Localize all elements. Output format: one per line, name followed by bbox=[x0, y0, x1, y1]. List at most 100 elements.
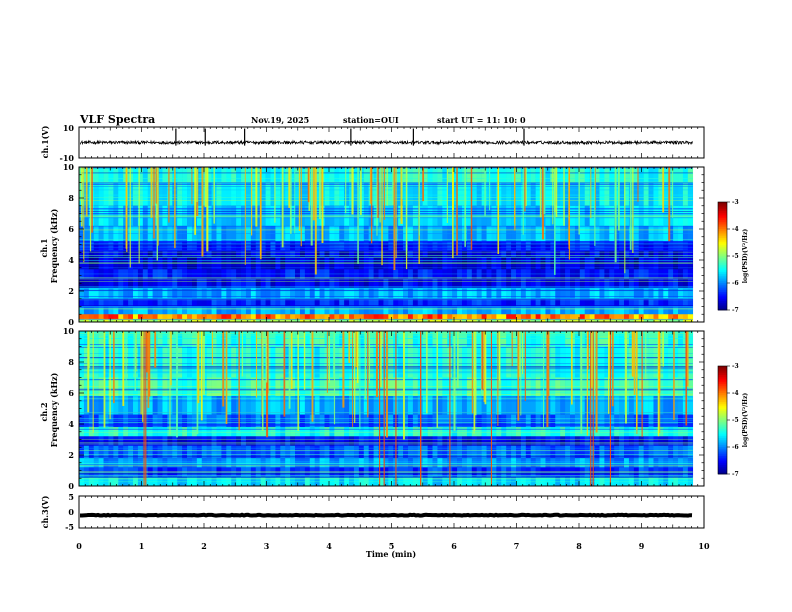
spec-cell bbox=[167, 306, 173, 316]
spec-cell bbox=[290, 182, 296, 206]
x-axis-tick-labels: 0 1 2 3 4 5 6 7 8 9 10 bbox=[76, 541, 710, 551]
spec-cell bbox=[373, 205, 379, 226]
colorbar-segment bbox=[718, 270, 727, 273]
spec-cell bbox=[412, 306, 419, 316]
spec-cell bbox=[501, 256, 507, 270]
spec-cell bbox=[624, 445, 630, 459]
spec-lowband bbox=[609, 314, 615, 319]
spec-cell bbox=[594, 205, 600, 226]
spec-cell bbox=[147, 256, 153, 270]
spec-cell bbox=[93, 250, 99, 257]
spec-cell bbox=[466, 250, 473, 257]
spec-cell bbox=[196, 256, 203, 270]
spec-cell bbox=[123, 306, 129, 316]
spec-cell bbox=[457, 346, 463, 378]
colorbar-label: log(PSD)(V²/Hz) bbox=[742, 229, 749, 284]
spec-cell bbox=[565, 298, 571, 307]
spec-lowband bbox=[295, 314, 301, 319]
spec-lowband bbox=[398, 314, 404, 319]
spec-cell bbox=[491, 445, 497, 459]
spec-cell bbox=[466, 436, 473, 446]
spec-cell bbox=[624, 436, 630, 446]
spec-cell bbox=[383, 256, 389, 270]
spec-cell bbox=[535, 167, 541, 183]
spec-cell bbox=[540, 287, 546, 299]
spec-cell bbox=[383, 476, 389, 486]
spec-cell bbox=[535, 287, 541, 299]
spec-cell bbox=[555, 306, 561, 316]
spec-cell bbox=[226, 396, 232, 415]
spec-lowband bbox=[167, 314, 173, 319]
spec-cell bbox=[236, 278, 242, 288]
spec-cell bbox=[682, 250, 689, 257]
spec-cell bbox=[270, 396, 276, 415]
spec-cell bbox=[191, 346, 198, 378]
spec-cell bbox=[358, 278, 365, 288]
spec-cell bbox=[417, 278, 423, 288]
spec-cell bbox=[304, 458, 311, 468]
spec-cell bbox=[565, 476, 571, 486]
spec-cell bbox=[157, 205, 163, 226]
spec-cell bbox=[187, 250, 193, 257]
spec-cell bbox=[108, 458, 114, 468]
spec-cell bbox=[319, 436, 325, 446]
spec-cell bbox=[648, 436, 654, 446]
spec-cell bbox=[344, 458, 350, 468]
spec-cell bbox=[452, 287, 458, 299]
spec-cell bbox=[535, 256, 541, 270]
spec-cell bbox=[461, 287, 468, 299]
spec-cell bbox=[511, 287, 517, 299]
spec-cell bbox=[511, 241, 517, 251]
spec-cell bbox=[653, 256, 659, 270]
spec-cell bbox=[417, 298, 423, 307]
spec-cell bbox=[550, 346, 556, 378]
spec-cell bbox=[353, 167, 360, 183]
spec-cell bbox=[137, 250, 144, 257]
spec-cell bbox=[520, 241, 527, 251]
ch3-waveform-trace bbox=[80, 512, 693, 518]
spec-lowband bbox=[476, 314, 482, 319]
spec-cell bbox=[191, 458, 198, 468]
spec-cell bbox=[609, 445, 615, 459]
spec-cell bbox=[265, 396, 271, 415]
spec-cell bbox=[678, 287, 684, 299]
spec-cell bbox=[245, 287, 252, 299]
spec-cell bbox=[133, 205, 139, 226]
colorbar-segment bbox=[718, 306, 727, 309]
spec-cell bbox=[398, 287, 404, 299]
spec-cell bbox=[79, 396, 85, 415]
spec-cell bbox=[486, 467, 492, 477]
spec-cell bbox=[368, 458, 374, 468]
spec-cell bbox=[520, 476, 527, 486]
spec-cell bbox=[442, 436, 448, 446]
spec-cell bbox=[653, 396, 659, 415]
spec-cell bbox=[236, 167, 242, 183]
spec-cell bbox=[201, 306, 207, 316]
spec-cell bbox=[349, 346, 355, 378]
spec-cell bbox=[368, 436, 374, 446]
spec-cell bbox=[614, 458, 620, 468]
spec-lowband bbox=[363, 314, 369, 319]
spec-cell bbox=[299, 298, 306, 307]
spec-lowband bbox=[412, 314, 419, 319]
spec-cell bbox=[245, 205, 252, 226]
spec-cell bbox=[574, 287, 581, 299]
spec-cell bbox=[678, 298, 684, 307]
spec-cell bbox=[648, 167, 654, 183]
spec-cell bbox=[638, 182, 644, 206]
spec-cell bbox=[427, 476, 433, 486]
spec-cell bbox=[619, 167, 625, 183]
spec-cell bbox=[643, 436, 649, 446]
spec-cell bbox=[506, 167, 512, 183]
spec-cell bbox=[118, 467, 124, 477]
spec-cell bbox=[633, 250, 640, 257]
spec-cell bbox=[363, 458, 369, 468]
spec-cell bbox=[501, 287, 507, 299]
spec-cell bbox=[403, 306, 409, 316]
spec-cell bbox=[506, 445, 512, 459]
spec-cell bbox=[687, 396, 694, 415]
spec-cell bbox=[633, 278, 640, 288]
spec-cell bbox=[565, 250, 571, 257]
spec-cell bbox=[437, 298, 443, 307]
